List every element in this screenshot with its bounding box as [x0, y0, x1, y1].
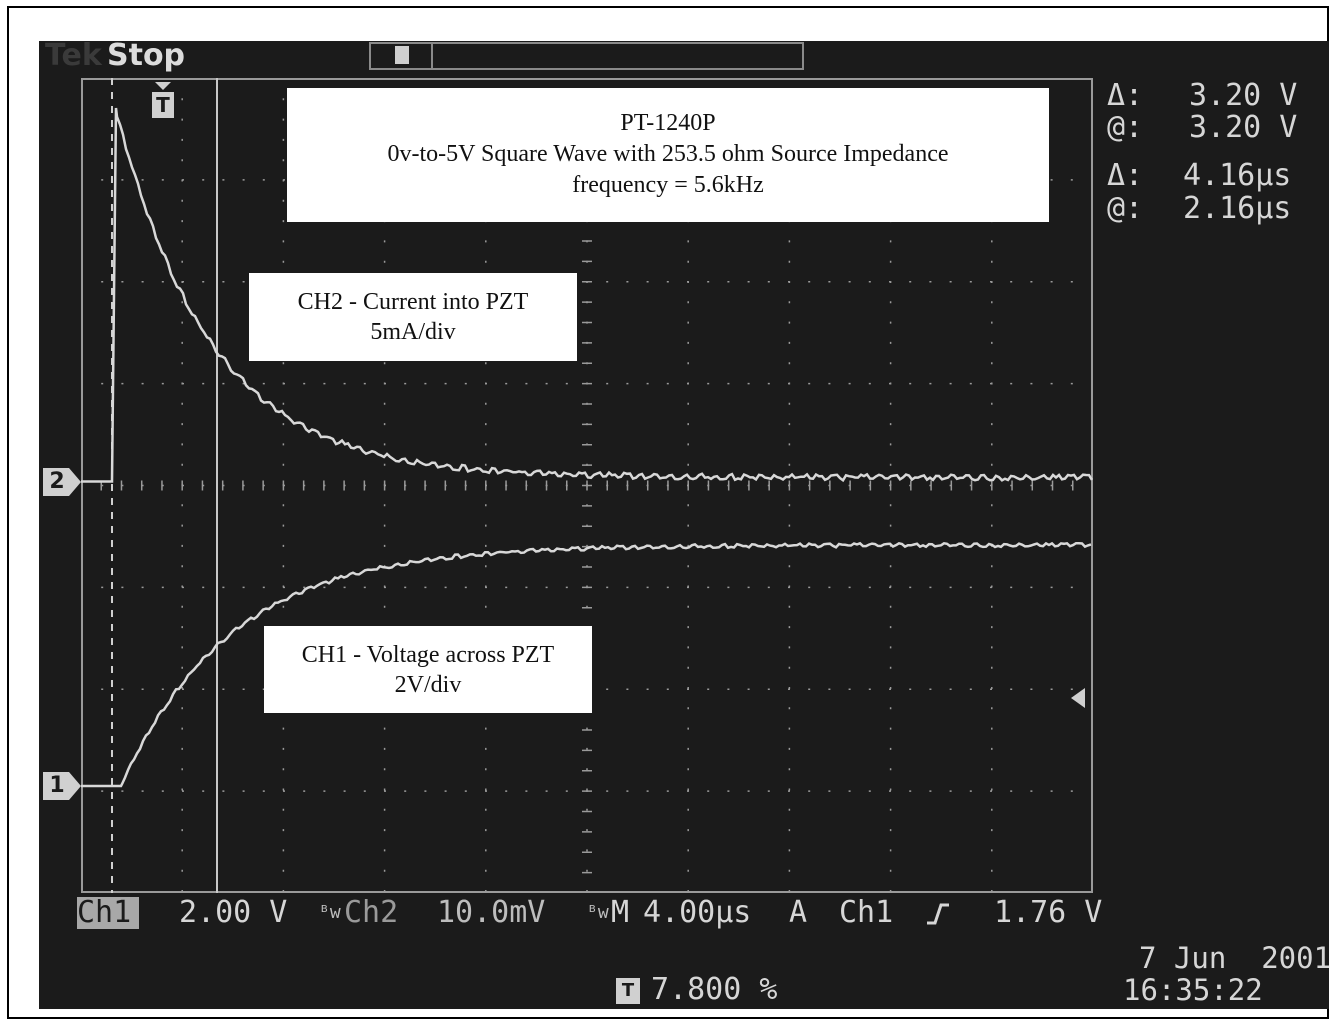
ch2-annotation-line-2: 5mA/div: [370, 319, 456, 345]
title-line-1: PT-1240P: [620, 110, 716, 136]
trigger-mode[interactable]: A: [789, 895, 808, 930]
ch2-ground-marker[interactable]: 2: [43, 468, 81, 496]
figure-frame: Tek Stop T 2: [7, 6, 1332, 1019]
ch1-ground-marker[interactable]: 1: [43, 772, 81, 800]
trigger-level-arrow[interactable]: [1071, 688, 1085, 708]
bw-limit-icon: ᴮw: [319, 902, 341, 923]
time-delta-value: 4.16µs: [1183, 158, 1292, 193]
time-delta-label: Δ:: [1107, 158, 1144, 193]
trigger-source[interactable]: Ch1: [839, 895, 894, 930]
waveform-svg: [81, 78, 1093, 893]
ch1-annotation-line-1: CH1 - Voltage across PZT: [301, 642, 555, 668]
title-line-2: 0v-to-5V Square Wave with 253.5 ohm Sour…: [387, 141, 949, 167]
timebase-scale: 4.00µs: [643, 895, 752, 930]
trigger-position-icon: T: [616, 978, 640, 1004]
volt-at-value: 3.20 V: [1189, 110, 1298, 145]
ch1-annotation-line-2: 2V/div: [394, 672, 462, 698]
ch2-annotation: CH2 - Current into PZT 5mA/div: [249, 273, 577, 361]
trigger-position-marker[interactable]: T: [151, 82, 175, 122]
acquisition-state: Stop: [107, 38, 186, 73]
graticule: T: [81, 78, 1093, 893]
ch1-marker-label: 1: [49, 773, 65, 798]
time-at-label: @:: [1107, 191, 1144, 226]
volt-at-label: @:: [1107, 110, 1144, 145]
time-at-value: 2.16µs: [1183, 191, 1292, 226]
volt-delta-label: Δ:: [1107, 78, 1144, 113]
ch2-annotation-line-1: CH2 - Current into PZT: [297, 289, 529, 315]
ch1-trace: [81, 541, 1092, 788]
ch1-annotation: CH1 - Voltage across PZT 2V/div: [264, 626, 592, 713]
title-annotation: PT-1240P 0v-to-5V Square Wave with 253.5…: [287, 88, 1049, 222]
date-readout: 7 Jun 2001: [1139, 941, 1332, 975]
record-view-bar: [369, 42, 804, 70]
title-line-3: frequency = 5.6kHz: [572, 172, 764, 198]
time-readout: 16:35:22: [1123, 973, 1263, 1007]
record-trigger-icon: [395, 46, 409, 64]
brand-label: Tek: [45, 38, 102, 73]
timebase-label[interactable]: M: [611, 895, 630, 930]
ch1-label-badge[interactable]: [77, 897, 139, 929]
bw-limit-icon-2: ᴮw: [587, 902, 609, 923]
record-view-window: [371, 44, 433, 68]
oscilloscope-screen: Tek Stop T 2: [39, 38, 1332, 1009]
ch2-marker-label: 2: [49, 469, 65, 494]
trigger-level: 1.76 V: [994, 895, 1103, 930]
rising-edge-icon: [925, 901, 951, 931]
ch2-scale: 10.0mV: [437, 895, 546, 930]
ch1-scale: 2.00 V: [179, 895, 288, 930]
trigger-t-icon: T: [152, 92, 174, 118]
ch2-trace: [81, 107, 1093, 483]
volt-delta-value: 3.20 V: [1189, 78, 1298, 113]
trigger-position-value: 7.800 %: [651, 972, 778, 1007]
ch1-label: Ch1: [77, 895, 132, 930]
ch2-label[interactable]: Ch2: [344, 895, 399, 930]
